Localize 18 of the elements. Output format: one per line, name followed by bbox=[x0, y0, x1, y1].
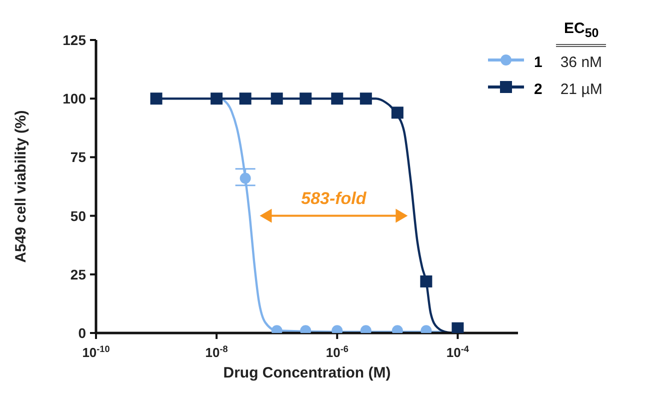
y-axis-title: A549 cell viability (%) bbox=[12, 110, 30, 263]
x-tick-label: 10$^{-6}$ bbox=[326, 344, 348, 360]
y-tick-label: 100 bbox=[62, 90, 86, 107]
x-tick-label: 10$^{-4}$ bbox=[446, 344, 470, 360]
legend-title: EC$_{50}$ bbox=[564, 20, 599, 40]
text: 21 µM bbox=[559, 80, 604, 100]
y-tick-label: 125 bbox=[62, 32, 86, 48]
x-tick-label: 10$^{-10}$ bbox=[82, 344, 110, 360]
annotation: 583-fold bbox=[301, 188, 367, 208]
y-tick-label: 0 bbox=[78, 325, 86, 341]
y-tick-label: 75 bbox=[70, 149, 86, 166]
legend-label: 1 bbox=[533, 52, 544, 72]
x-axis-title: Drug Concentration (M) bbox=[223, 364, 391, 382]
text: 36 nM bbox=[559, 53, 604, 72]
legend-label: 2 bbox=[533, 80, 544, 100]
y-tick-label: 25 bbox=[70, 266, 86, 282]
y-tick-label: 50 bbox=[70, 208, 86, 224]
x-tick-label: 10$^{-8}$ bbox=[205, 344, 228, 360]
